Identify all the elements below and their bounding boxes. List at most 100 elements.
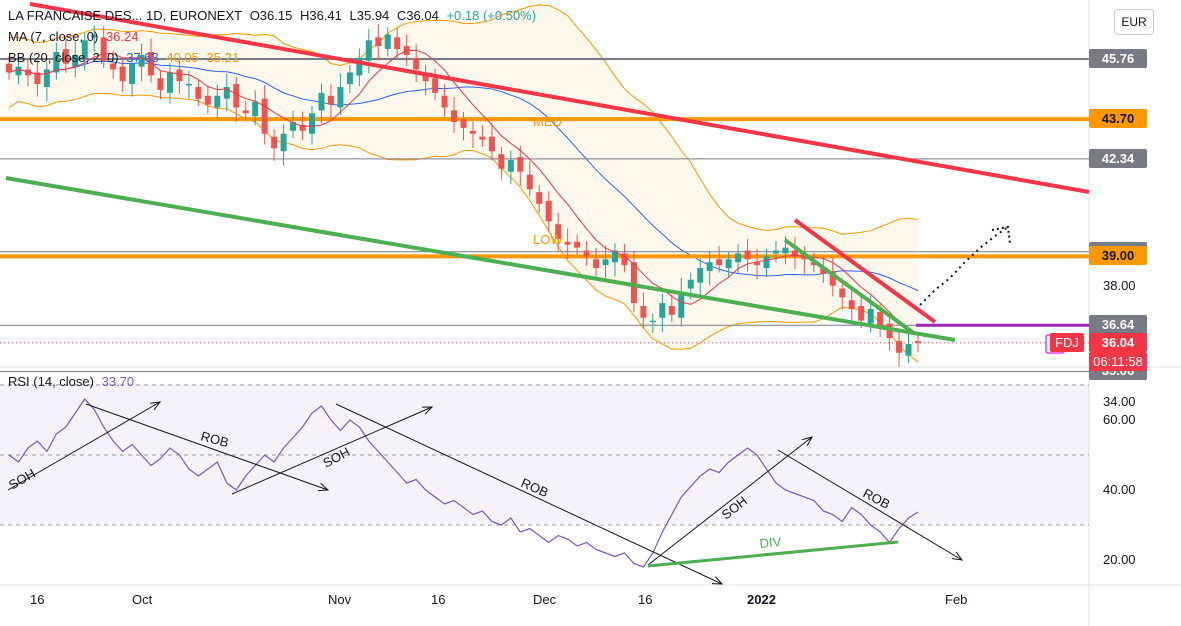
candle-body [195, 87, 202, 99]
candle-body [555, 224, 562, 239]
rsi-divergence-line [647, 540, 899, 568]
candle-body [848, 300, 855, 309]
candle-body [829, 270, 836, 286]
bollinger-upper [9, 4, 919, 235]
price-label-39.00: 39.00 [1089, 246, 1147, 266]
currency-button[interactable]: EUR [1114, 9, 1154, 35]
candle-body [346, 72, 353, 85]
candle-body [564, 241, 571, 245]
bb-upper-value: 40.05 [166, 50, 199, 65]
candle-body [744, 250, 751, 260]
candle-body [517, 157, 524, 172]
candle-body [772, 250, 779, 254]
candle-body [185, 84, 192, 86]
candle-body [271, 136, 278, 149]
symbol-name: LA FRANCAISE DES... 1D, EURONEXT [8, 8, 243, 23]
bb-label: BB (20, close, 2, 0) [8, 50, 119, 65]
candle-body [867, 308, 874, 324]
time-axis-label: Oct [132, 592, 153, 607]
ma-value: 36.24 [105, 29, 139, 44]
bollinger-basis [8, 60, 919, 292]
candle-body [166, 72, 173, 93]
symbol-legend: LA FRANCAISE DES... 1D, EURONEXT O36.15 … [8, 8, 540, 23]
candle-body [810, 262, 817, 266]
rsi-value: 33.70 [101, 374, 135, 389]
rsi-soh-arrow-3 [647, 436, 813, 566]
candle-body [621, 253, 628, 266]
open-value: O36.15 [249, 8, 293, 23]
time-axis-label: 16 [431, 592, 446, 607]
candle-body [24, 69, 31, 76]
candle-body [157, 78, 164, 90]
ticker-label: FDJ [1050, 332, 1084, 352]
candle-body [507, 160, 514, 172]
rsi-div-label: DIV [759, 534, 782, 551]
candle-body [72, 54, 79, 67]
rsi-rob-arrow-3 [777, 449, 963, 561]
projection-arrow [919, 226, 1009, 306]
rsi-axis-tick: 60.00 [1103, 412, 1136, 427]
candle-body [668, 306, 675, 315]
bb-basis-value: 37.63 [126, 50, 159, 65]
candle-body [110, 63, 117, 70]
close-value: C36.04 [396, 8, 439, 23]
rsi-band-fill [0, 384, 1089, 524]
candle-body [593, 259, 600, 269]
candle-body [630, 262, 637, 304]
candle-body [612, 250, 618, 263]
countdown-label: 06:11:58 [1089, 351, 1147, 371]
candle-body [441, 95, 448, 108]
red-wedge-line [793, 218, 937, 324]
candle-body [526, 174, 533, 190]
candle-body [242, 110, 249, 114]
candle-body [716, 259, 723, 266]
candle-body [233, 84, 240, 108]
rsi-rob-arrow-2-head [711, 576, 724, 585]
candle-body [34, 72, 41, 85]
candle-body [649, 320, 656, 323]
rsi-rob-label-1: ROB [199, 428, 230, 450]
red-downtrend-line [29, 2, 1090, 194]
candle-body [138, 54, 145, 67]
price-label-36.64: 36.64 [1089, 315, 1147, 335]
rsi-rob-arrow-3-head [952, 551, 964, 561]
candle-body [91, 34, 98, 38]
candle-body [763, 256, 770, 269]
candle-body [896, 341, 903, 353]
candle-body [62, 49, 69, 64]
candle-body [536, 192, 543, 204]
med-label: MED [533, 114, 562, 129]
rsi-soh-arrow-2 [231, 406, 433, 495]
time-axis-label: Dec [533, 592, 557, 607]
candle-body [318, 92, 325, 111]
candle-body [479, 136, 486, 140]
candle-body [915, 341, 921, 343]
candle-body [432, 78, 439, 93]
ma-label: MA (7, close, 0) [8, 29, 99, 44]
candle-body [290, 122, 297, 131]
price-axis-tick: 38.00 [1103, 277, 1136, 293]
candle-body [53, 51, 60, 73]
candle-body [498, 154, 505, 169]
green-wedge-line [783, 238, 917, 336]
candle-body [754, 262, 761, 266]
ma-legend: MA (7, close, 0) 36.24 [8, 29, 142, 44]
candle-body [261, 98, 268, 134]
candle-body [176, 69, 183, 82]
candle-body [659, 303, 666, 318]
time-axis-label: 2022 [747, 592, 776, 607]
candle-body [706, 262, 713, 271]
green-downtrend-line [5, 176, 956, 342]
change-value: +0.18 (+0.50%) [446, 8, 537, 23]
candle-body [119, 66, 126, 82]
time-axis-label: Nov [328, 592, 352, 607]
candle-body [375, 37, 382, 47]
current-price-label: 36.04 [1089, 332, 1147, 352]
candle-body [214, 95, 221, 108]
candle-body [820, 268, 827, 274]
candle-body [583, 250, 590, 257]
candle-body [545, 200, 552, 222]
candle-body [280, 133, 287, 152]
rsi-axis-tick: 40.00 [1103, 482, 1136, 497]
